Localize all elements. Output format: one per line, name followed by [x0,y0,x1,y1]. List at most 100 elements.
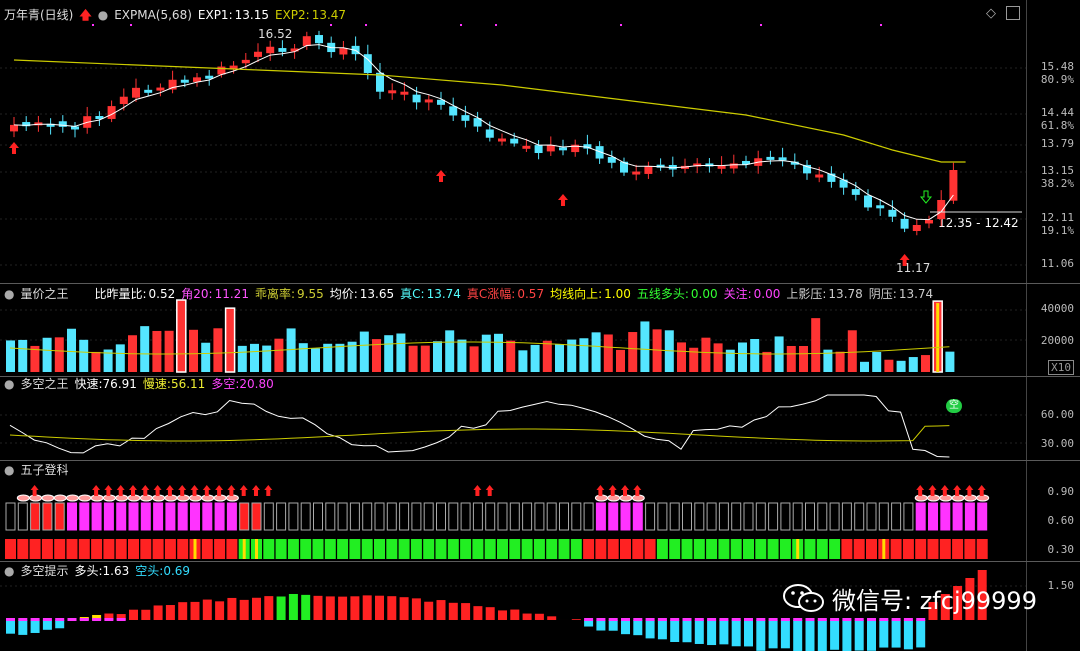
wuzi-panel[interactable]: ● 五子登科 0.90 0.60 0.30 [0,461,1080,561]
wuzi-box [669,502,680,531]
price-tick: 11.06 [1040,257,1074,270]
wuzi-bar [78,539,90,559]
candle [632,171,641,175]
candlestick-chart[interactable] [0,0,1026,282]
wuzi-box [768,502,779,531]
candle [424,99,433,103]
settings-dot-icon[interactable]: ● [4,564,15,578]
bull-value: 1.63 [102,564,130,578]
tip-bar [178,602,188,620]
wuzi-bar [152,539,164,559]
tip-chart[interactable] [0,562,1026,651]
wuzi-bar [570,539,582,559]
divider [0,460,1080,461]
volume-field: 均价: [329,287,358,301]
wuzi-title[interactable]: 五子登科 [20,463,69,477]
volume-bar [164,330,174,372]
wuzi-cloud [16,494,30,502]
price-tick: 15.48 [1040,60,1074,73]
tip-title[interactable]: 多空提示 [20,564,69,578]
axis-divider [1026,0,1027,651]
wuzi-cloud [53,494,67,502]
settings-dot-icon[interactable]: ● [97,8,109,22]
tip-mark [670,618,680,621]
wuzi-bar [103,539,115,559]
candle [815,174,824,178]
tip-bar [842,620,852,651]
wuzi-box [595,502,606,531]
wuzi-bar [275,539,287,559]
longshort-title[interactable]: 多空之王 [20,377,69,391]
volume-header: ● 量价之王 比昨量比: 0.52 角20: 11.21 乖离率: 9.55 均价: 13.65 真… [4,286,945,302]
candle [156,87,165,91]
volume-bar [274,338,284,372]
volume-panel[interactable]: ● 量价之王 比昨量比: 0.52 角20: 11.21 乖离率: 9.55 均价: 13.65 真… [0,284,1080,376]
wuzi-bar [620,539,631,559]
wuzi-box [915,502,926,531]
tip-bar [104,613,114,620]
tip-mark [756,618,766,621]
volume-chart[interactable] [0,284,1026,376]
up-arrow-icon [227,485,236,496]
volume-field: 关注: [723,287,752,301]
volume-field: 五线多头: [636,287,689,301]
volume-bar [311,348,320,372]
settings-dot-icon[interactable]: ● [4,377,15,391]
wuzi-bar [54,539,66,559]
candle [119,96,128,105]
volume-bar [945,351,955,372]
wuzi-chart[interactable] [0,461,1026,561]
wuzi-bar-mark [882,539,886,559]
longshort-panel[interactable]: ● 多空之王 快速:76.91 慢速:56.11 多空:20.80 60.00 30.0… [0,377,1080,460]
signal-dot [880,24,882,26]
tip-mark [104,618,114,621]
wuzi-bar [226,539,238,559]
volume-bar [298,343,308,372]
exp2-label: EXP2: [274,8,310,22]
up-arrow-icon [977,485,986,496]
wuzi-box [817,502,828,531]
settings-dot-icon[interactable]: ● [4,287,15,301]
longshort-chart[interactable] [0,377,1026,460]
tip-mark [719,618,729,621]
volume-field: 真C: [400,287,425,301]
candle [839,179,848,188]
up-arrow-icon [9,142,19,154]
wuzi-box [866,502,877,531]
wuzi-bar [558,539,570,559]
expand-icon[interactable] [1006,6,1020,20]
settings-dot-icon[interactable]: ● [4,463,15,477]
volume-bar [603,334,613,372]
wuzi-box [632,502,643,531]
longshort-header: ● 多空之王 快速:76.91 慢速:56.11 多空:20.80 [4,376,280,392]
candle [461,115,470,121]
candle [510,138,519,144]
candle [949,170,958,201]
candle [668,165,677,170]
wuzi-box [485,502,496,531]
volume-bar [811,318,821,372]
wuzi-bar [890,539,902,559]
wuzi-box [841,502,852,531]
tip-bar [350,596,360,620]
volume-field: 上影压: [786,287,827,301]
fast-value: 76.91 [102,377,137,391]
tip-bar [301,594,311,620]
wuzi-bar [91,539,103,559]
wuzi-box [522,502,533,531]
indicator-name[interactable]: EXPMA(5,68) [114,8,192,22]
wuzi-bar [460,539,472,559]
wuzi-box [288,502,299,531]
tip-mark [854,618,864,621]
wuzi-bar [902,539,914,559]
tip-mark [584,618,594,621]
volume-title[interactable]: 量价之王 [20,287,69,301]
price-panel[interactable]: 万年青(日线) 🡅 ● EXPMA(5,68) EXP1: 13.15 EXP2: 13.47… [0,0,1080,282]
wuzi-box [30,502,41,531]
slow-line [9,425,950,442]
diamond-icon[interactable]: ◇ [986,6,996,21]
stock-title[interactable]: 万年青(日线) [4,8,74,22]
wuzi-box [608,502,619,531]
tip-panel[interactable]: ● 多空提示 多头:1.63 空头:0.69 1.50 [0,562,1080,651]
candle [937,200,946,220]
